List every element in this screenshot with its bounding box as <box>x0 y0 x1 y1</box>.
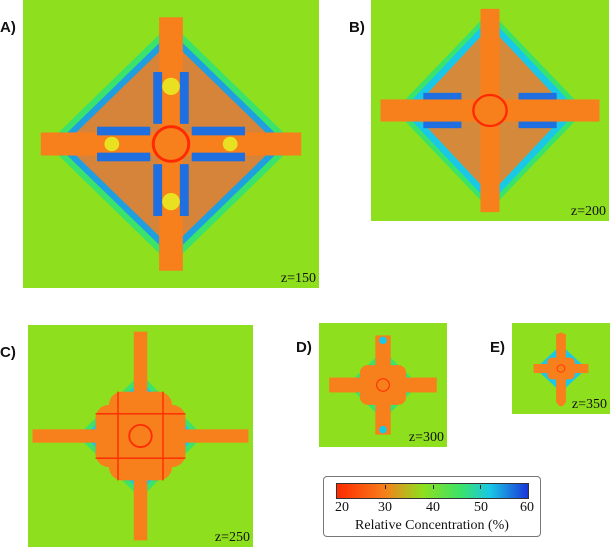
panel-label-e: E) <box>490 339 505 356</box>
panel-label-b: B) <box>349 19 365 36</box>
panel-label-a: A) <box>0 19 16 36</box>
panel-c-pattern: z=250 <box>28 325 253 547</box>
colorbar-tick-mark <box>384 485 386 489</box>
pattern-c-svg <box>32 331 249 541</box>
colorbar-tick-mark <box>480 485 482 489</box>
pattern-d-svg <box>329 335 437 435</box>
panel-label-d: D) <box>296 339 312 356</box>
z-label-b: z=200 <box>570 204 606 219</box>
colorbar-tick-label: 20 <box>335 500 349 515</box>
colorbar-tick-mark <box>432 485 434 489</box>
panel-e-pattern: z=350 <box>512 323 610 414</box>
panel-label-c: C) <box>0 344 16 361</box>
colorbar-tick-label: 40 <box>426 500 440 515</box>
colorbar-tick-label: 50 <box>474 500 488 515</box>
panel-b-pattern: z=200 <box>371 0 609 221</box>
z-label-a: z=150 <box>280 271 316 286</box>
pattern-a-svg <box>40 17 302 271</box>
panel-d-pattern: z=300 <box>319 323 447 447</box>
panel-a-pattern: z=150 <box>23 0 319 288</box>
colorbar-tick-label: 30 <box>378 500 392 515</box>
pattern-b-svg <box>380 8 600 213</box>
colorbar-gradient <box>336 483 529 499</box>
pattern-e-svg <box>533 332 589 407</box>
colorbar-title: Relative Concentration (%) <box>355 518 509 533</box>
colorbar-tick-label: 60 <box>520 500 534 515</box>
colorbar-legend: 20 30 40 50 60 Relative Concentration (%… <box>323 476 541 537</box>
z-label-e: z=350 <box>571 397 607 412</box>
z-label-d: z=300 <box>408 430 444 445</box>
z-label-c: z=250 <box>214 530 250 545</box>
